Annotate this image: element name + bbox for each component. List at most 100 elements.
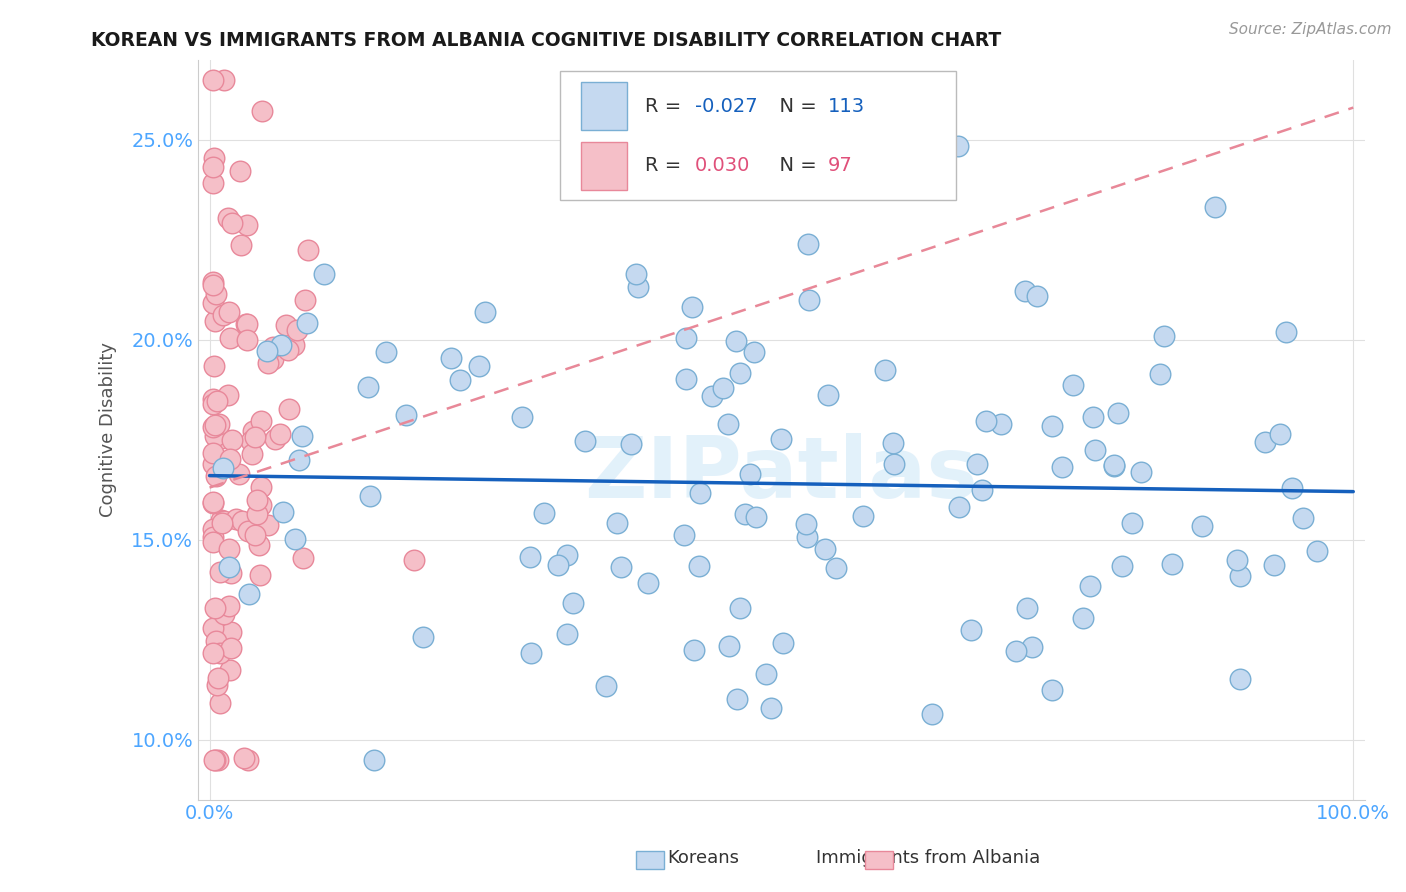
Point <box>1191 519 1213 533</box>
Text: 97: 97 <box>828 156 853 176</box>
FancyBboxPatch shape <box>560 70 956 200</box>
Point <box>201 397 224 411</box>
Point <box>1229 569 1251 583</box>
Point <box>672 528 695 542</box>
Point <box>1270 426 1292 441</box>
Point <box>1083 409 1105 424</box>
Point <box>547 558 569 573</box>
Point <box>314 267 336 281</box>
Point <box>221 216 243 230</box>
Text: Source: ZipAtlas.com: Source: ZipAtlas.com <box>1229 22 1392 37</box>
Point <box>218 541 240 556</box>
Point <box>1281 481 1303 495</box>
Point <box>202 359 225 373</box>
Point <box>1275 325 1298 339</box>
Point <box>1017 601 1039 615</box>
Point <box>219 625 242 640</box>
Point <box>209 513 232 527</box>
Point <box>283 338 305 352</box>
Point <box>533 506 555 520</box>
Point <box>734 507 756 521</box>
Point <box>201 522 224 536</box>
Point <box>959 624 981 638</box>
Point <box>770 432 793 446</box>
Point <box>208 566 231 580</box>
Point <box>468 359 491 374</box>
Point <box>225 512 247 526</box>
Point <box>201 495 224 509</box>
Point <box>1026 289 1049 303</box>
Text: N =: N = <box>768 156 824 176</box>
Point <box>214 514 236 528</box>
Point <box>256 344 278 359</box>
Point <box>702 389 724 403</box>
Point <box>218 331 240 345</box>
Point <box>1291 510 1313 524</box>
Point <box>201 621 224 635</box>
Point <box>976 414 998 428</box>
Point <box>285 323 308 337</box>
Point <box>201 446 224 460</box>
Point <box>1226 552 1249 566</box>
Point <box>1084 443 1107 458</box>
Text: R =: R = <box>645 156 688 176</box>
Point <box>209 646 232 660</box>
Point <box>817 388 839 402</box>
Point <box>243 528 266 542</box>
Point <box>204 753 226 767</box>
Point <box>201 419 224 434</box>
Point <box>250 103 273 118</box>
Point <box>796 530 818 544</box>
Point <box>271 505 294 519</box>
Point <box>519 550 541 565</box>
Text: Koreans: Koreans <box>666 849 740 867</box>
Point <box>264 432 287 446</box>
Point <box>637 575 659 590</box>
Point <box>207 671 229 685</box>
Point <box>262 340 284 354</box>
Point <box>249 414 271 428</box>
Text: 113: 113 <box>828 96 865 116</box>
Point <box>363 753 385 767</box>
Point <box>1149 367 1171 381</box>
Point <box>742 345 765 359</box>
Point <box>205 634 228 648</box>
Text: Immigrants from Albania: Immigrants from Albania <box>815 849 1040 867</box>
Point <box>232 751 254 765</box>
Point <box>1229 672 1251 686</box>
Point <box>212 607 235 621</box>
Point <box>1121 516 1143 530</box>
Point <box>520 646 543 660</box>
Point <box>357 380 380 394</box>
Point <box>1071 611 1094 625</box>
Point <box>683 643 706 657</box>
Point <box>262 352 284 367</box>
Point <box>1263 558 1285 572</box>
Point <box>1021 640 1043 655</box>
Point <box>208 696 231 710</box>
Point <box>689 486 711 500</box>
Point <box>201 275 224 289</box>
Point <box>402 553 425 567</box>
Point <box>256 518 278 533</box>
Y-axis label: Cognitive Disability: Cognitive Disability <box>100 343 117 517</box>
Point <box>374 345 396 359</box>
Point <box>201 530 224 544</box>
Point <box>595 680 617 694</box>
Point <box>717 417 740 432</box>
Point <box>211 460 233 475</box>
FancyBboxPatch shape <box>581 82 627 130</box>
Point <box>229 238 252 252</box>
Point <box>201 296 224 310</box>
Point <box>772 636 794 650</box>
Point <box>1014 284 1036 298</box>
Text: -0.027: -0.027 <box>695 96 758 116</box>
Point <box>207 678 229 692</box>
Point <box>875 362 897 376</box>
Point <box>246 493 269 508</box>
Text: R =: R = <box>645 96 688 116</box>
Point <box>1102 458 1125 472</box>
Point <box>745 509 768 524</box>
Point <box>359 489 381 503</box>
Point <box>297 244 319 258</box>
